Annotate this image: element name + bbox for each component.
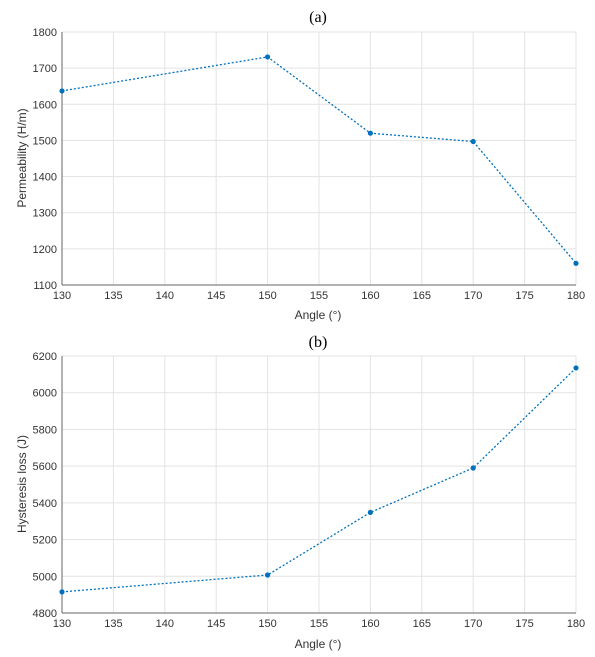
chart-a-series (59, 54, 579, 266)
chart-b-tick-labels: 130 135 140 145 150 155 160 165 170 175 180 4800 500… (33, 351, 586, 630)
x-tick-label: 160 (361, 618, 379, 630)
x-tick-label: 130 (53, 618, 71, 630)
chart-a-y-axis-label: Permeability (H/m) (15, 108, 29, 207)
y-tick-label: 5400 (33, 498, 57, 510)
x-tick-label: 135 (104, 290, 122, 302)
x-tick-label: 170 (464, 290, 482, 302)
x-tick-label: 175 (515, 290, 533, 302)
chart-a-tick-labels: 130 135 140 145 150 155 160 165 170 175 180 1100 120… (33, 27, 586, 302)
y-tick-label: 1300 (33, 208, 57, 220)
y-tick-label: 6000 (33, 388, 57, 400)
x-tick-label: 140 (156, 618, 174, 630)
y-tick-label: 1400 (33, 172, 57, 184)
data-point (470, 465, 476, 471)
y-tick-label: 1800 (33, 27, 57, 39)
y-tick-label: 6200 (33, 351, 57, 363)
data-point (367, 509, 373, 516)
chart-b: (b) 130 135 140 145 150 155 160 165 170 175 180 480… (15, 334, 585, 651)
y-tick-label: 1600 (33, 99, 57, 111)
data-point (59, 88, 65, 94)
series-line (61, 367, 577, 593)
chart-b-y-axis-label: Hysteresis loss (J) (15, 435, 29, 533)
x-tick-label: 155 (310, 290, 328, 302)
y-tick-label: 1200 (33, 244, 57, 256)
data-point (59, 589, 65, 595)
y-tick-label: 1700 (33, 63, 57, 75)
x-tick-label: 155 (310, 618, 328, 630)
y-tick-label: 5000 (33, 571, 57, 583)
data-point (470, 138, 476, 145)
x-tick-label: 150 (258, 618, 276, 630)
y-tick-label: 5800 (33, 424, 57, 436)
data-point (367, 130, 373, 136)
x-tick-label: 165 (413, 618, 431, 630)
x-tick-label: 135 (104, 618, 122, 630)
chart-b-grid (61, 355, 577, 614)
chart-b-series (59, 365, 579, 595)
x-tick-label: 150 (258, 290, 276, 302)
x-tick-label: 140 (156, 290, 174, 302)
x-tick-label: 175 (515, 618, 533, 630)
y-tick-label: 5600 (33, 461, 57, 473)
chart-a: (a) 130 135 140 145 150 155 160 165 170 175 180 110… (15, 9, 585, 322)
x-tick-label: 145 (207, 290, 225, 302)
x-tick-label: 180 (567, 618, 585, 630)
x-tick-label: 160 (361, 290, 379, 302)
data-point (573, 365, 579, 371)
y-tick-label: 1500 (33, 135, 57, 147)
chart-a-title: (a) (309, 9, 327, 26)
chart-b-x-axis-label: Angle (°) (295, 637, 342, 651)
y-tick-label: 1100 (33, 280, 57, 292)
y-tick-label: 5200 (33, 535, 57, 547)
chart-a-grid (61, 31, 577, 286)
x-tick-label: 145 (207, 618, 225, 630)
x-tick-label: 130 (53, 290, 71, 302)
data-point (573, 260, 579, 266)
data-point (265, 54, 271, 60)
chart-a-x-axis-label: Angle (°) (295, 308, 342, 322)
chart-b-title: (b) (309, 334, 328, 351)
x-tick-label: 180 (567, 290, 585, 302)
x-tick-label: 165 (413, 290, 431, 302)
data-point (265, 572, 271, 578)
x-tick-label: 170 (464, 618, 482, 630)
y-tick-label: 4800 (33, 608, 57, 620)
